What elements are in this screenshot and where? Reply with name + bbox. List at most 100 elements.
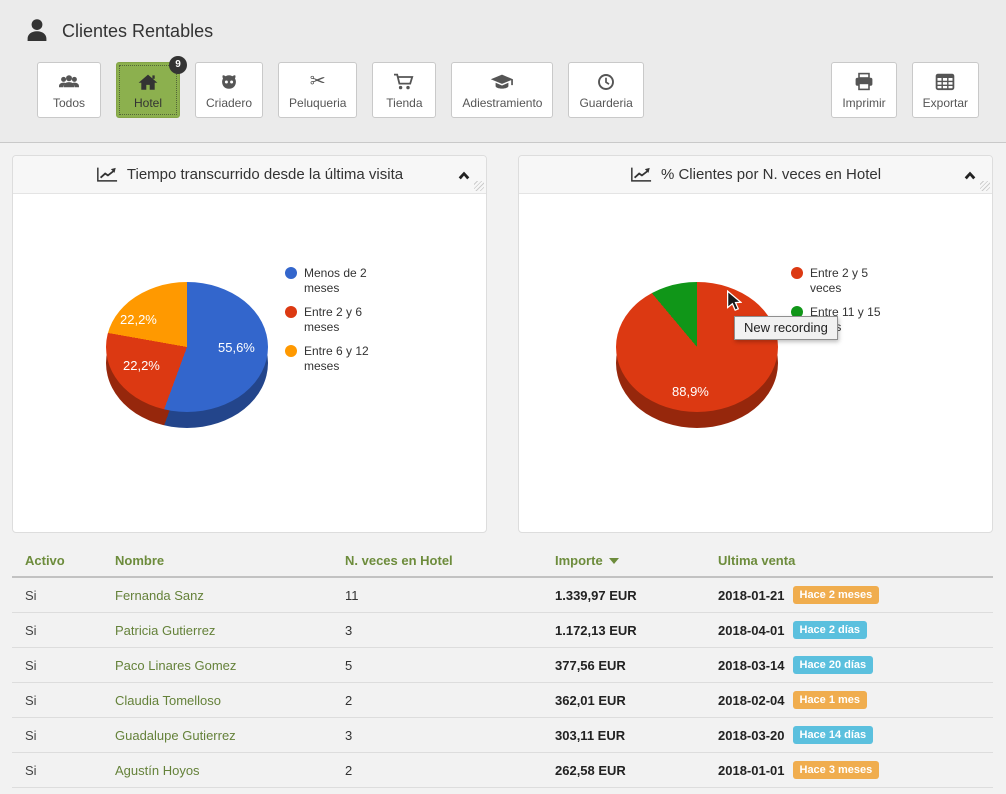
table-header-row: Activo Nombre N. veces en Hotel Importe … <box>12 545 993 578</box>
cell-activo: Si <box>25 692 37 708</box>
panel-title: % Clientes por N. veces en Hotel <box>660 166 882 183</box>
cell-importe: 1.339,97 EUR <box>555 587 637 603</box>
cell-activo: Si <box>25 622 37 638</box>
client-name-link[interactable]: Claudia Tomelloso <box>115 692 221 708</box>
legend-dot <box>791 306 803 318</box>
collapse-icon[interactable] <box>456 167 472 183</box>
legend-item: Entre 2 y 6 meses <box>285 305 390 335</box>
cell-veces: 2 <box>345 762 353 778</box>
column-header-importe[interactable]: Importe <box>555 553 718 569</box>
cell-activo: Si <box>25 657 37 673</box>
tab-label: Todos <box>52 95 86 110</box>
cell-importe: 262,58 EUR <box>555 762 626 778</box>
cell-fecha: 2018-02-04 <box>718 692 785 708</box>
recording-tooltip: New recording <box>734 316 838 340</box>
pie-chart-last-visit: 55,6% 22,2% 22,2% <box>106 282 268 434</box>
table-row: Si Patricia Gutierrez 3 1.172,13 EUR 201… <box>12 613 993 648</box>
client-name-link[interactable]: Patricia Gutierrez <box>115 622 216 638</box>
tab-peluqueria[interactable]: ✂ Peluqueria <box>278 62 358 118</box>
tab-label: Peluqueria <box>289 95 347 110</box>
line-chart-icon <box>631 167 652 182</box>
tab-tienda[interactable]: Tienda <box>372 62 437 118</box>
tab-label: Guarderia <box>579 95 633 110</box>
cell-fecha: 2018-01-01 <box>718 762 785 778</box>
pie-slice-label: 22,2% <box>123 358 160 373</box>
cat-icon <box>222 74 236 89</box>
graduation-cap-icon <box>491 74 514 89</box>
legend-label: Entre 6 y 12 meses <box>304 344 369 373</box>
scissors-icon: ✂ <box>309 70 326 92</box>
legend-dot <box>285 306 297 318</box>
panel-visits-count: % Clientes por N. veces en Hotel 88,9% E… <box>518 155 993 533</box>
client-name-link[interactable]: Agustín Hoyos <box>115 762 200 778</box>
home-icon <box>138 74 158 90</box>
client-name-link[interactable]: Fernanda Sanz <box>115 587 204 603</box>
action-label: Exportar <box>922 95 968 110</box>
pie-slice-label: 88,9% <box>672 384 709 399</box>
table-row: Si Agustín Hoyos 2 262,58 EUR 2018-01-01… <box>12 753 993 788</box>
column-header-nombre[interactable]: Nombre <box>115 553 165 568</box>
pie-chart-visits: 88,9% <box>616 282 778 434</box>
panel-header: % Clientes por N. veces en Hotel <box>519 156 992 194</box>
time-ago-badge: Hace 20 días <box>792 656 874 674</box>
legend-label: Menos de 2 meses <box>304 266 367 295</box>
legend-item: Entre 6 y 12 meses <box>285 344 390 374</box>
column-header-activo[interactable]: Activo <box>25 553 65 568</box>
tab-criadero[interactable]: Criadero <box>195 62 264 118</box>
cell-importe: 1.172,13 EUR <box>555 622 637 638</box>
top-toolbar: Clientes Rentables Todos 9 Hotel <box>0 0 1006 143</box>
pie-surface <box>616 282 778 412</box>
print-button[interactable]: Imprimir <box>831 62 897 118</box>
tab-label: Tienda <box>386 95 423 110</box>
table-icon <box>936 73 955 90</box>
legend-item: Menos de 2 meses <box>285 266 390 296</box>
cell-fecha: 2018-03-20 <box>718 727 785 743</box>
table-row: Si Guadalupe Gutierrez 3 303,11 EUR 2018… <box>12 718 993 753</box>
tab-label: Adiestramiento <box>462 95 543 110</box>
tab-adiestramiento[interactable]: Adiestramiento <box>451 62 554 118</box>
line-chart-icon <box>96 167 117 182</box>
action-label: Imprimir <box>842 95 886 110</box>
clock-icon <box>598 73 615 90</box>
tab-todos[interactable]: Todos <box>37 62 101 118</box>
resize-grip-icon[interactable] <box>980 181 990 191</box>
table-row: Si Paco Linares Gomez 5 377,56 EUR 2018-… <box>12 648 993 683</box>
cell-veces: 2 <box>345 692 353 708</box>
legend-item: Entre 2 y 5 veces <box>791 266 896 296</box>
panel-title: Tiempo transcurrido desde la última visi… <box>126 166 404 183</box>
user-icon <box>27 19 47 41</box>
resize-grip-icon[interactable] <box>474 181 484 191</box>
time-ago-badge: Hace 2 días <box>792 621 868 639</box>
page-title-row: Clientes Rentables <box>22 16 213 46</box>
table-row: Si Fernanda Sanz 11 1.339,97 EUR 2018-01… <box>12 578 993 613</box>
sort-desc-icon <box>608 557 619 569</box>
tab-hotel[interactable]: 9 Hotel <box>116 56 187 118</box>
page-title: Clientes Rentables <box>62 20 214 41</box>
export-button[interactable]: Exportar <box>911 62 979 118</box>
panel-header: Tiempo transcurrido desde la última visi… <box>13 156 486 194</box>
cell-veces: 11 <box>345 587 359 603</box>
time-ago-badge: Hace 14 días <box>792 726 874 744</box>
legend-label: Entre 2 y 5 veces <box>810 266 869 295</box>
tabs-row: Todos 9 Hotel Criadero ✂ Peluqueria <box>0 56 1006 118</box>
legend-dot <box>791 267 803 279</box>
client-name-link[interactable]: Paco Linares Gomez <box>115 657 237 673</box>
legend-dot <box>285 345 297 357</box>
tab-guarderia[interactable]: Guarderia <box>568 62 644 118</box>
column-header-veces[interactable]: N. veces en Hotel <box>345 553 453 568</box>
time-ago-badge: Hace 3 meses <box>792 761 880 779</box>
legend-label: Entre 2 y 6 meses <box>304 305 363 334</box>
column-header-ultima-venta[interactable]: Ultima venta <box>718 553 796 568</box>
pie-slice-label: 55,6% <box>218 340 255 355</box>
cell-activo: Si <box>25 727 37 743</box>
cell-veces: 3 <box>345 727 353 743</box>
pie-surface <box>106 282 268 412</box>
pie-slice-label: 22,2% <box>120 312 157 327</box>
cell-veces: 3 <box>345 622 353 638</box>
printer-icon <box>855 72 873 90</box>
collapse-icon[interactable] <box>962 167 978 183</box>
cart-icon <box>394 73 414 89</box>
client-name-link[interactable]: Guadalupe Gutierrez <box>115 727 236 743</box>
time-ago-badge: Hace 2 meses <box>792 586 880 604</box>
mouse-cursor-icon <box>726 290 742 311</box>
